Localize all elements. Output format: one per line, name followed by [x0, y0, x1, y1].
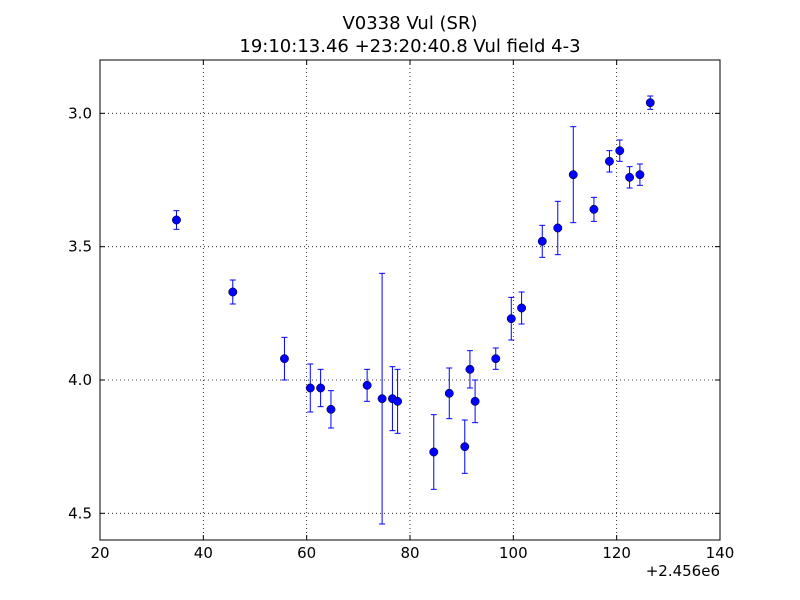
y-tick-label: 3.5	[68, 238, 92, 256]
data-point	[316, 383, 326, 393]
data-point	[635, 170, 645, 180]
x-tick-label: 100	[499, 544, 528, 562]
data-point	[362, 380, 372, 390]
x-tick-label: 60	[297, 544, 316, 562]
data-point	[589, 204, 599, 214]
data-layer	[172, 95, 655, 525]
y-tick-label: 4.5	[68, 504, 92, 522]
data-point	[465, 364, 475, 374]
data-point	[393, 396, 403, 406]
x-tick-label: 80	[400, 544, 419, 562]
data-point	[460, 442, 470, 452]
axis-layer: 20 40 60 80 100 120 140 3.0 3.5 4.0 4.5	[68, 60, 734, 562]
data-point	[444, 388, 454, 398]
data-point	[604, 156, 614, 166]
data-point	[491, 354, 501, 364]
data-point	[625, 172, 635, 182]
x-offset-label: +2.456e6	[646, 562, 720, 580]
data-point	[506, 314, 516, 324]
chart-subtitle: 19:10:13.46 +23:20:40.8 Vul field 4-3	[239, 36, 580, 57]
data-point	[305, 383, 315, 393]
data-point	[280, 354, 289, 364]
data-point	[537, 236, 547, 246]
data-point	[568, 170, 578, 180]
data-point	[172, 215, 181, 225]
data-point	[228, 287, 238, 297]
x-tick-label: 140	[706, 544, 735, 562]
x-tick-label: 120	[602, 544, 631, 562]
y-tick-label: 4.0	[68, 371, 92, 389]
chart-title: V0338 Vul (SR)	[342, 13, 477, 34]
grid-layer	[100, 60, 720, 540]
data-point	[470, 396, 480, 406]
data-point	[377, 394, 387, 404]
data-point	[553, 223, 563, 233]
data-point	[429, 447, 439, 457]
x-tick-label: 20	[90, 544, 109, 562]
y-tick-label: 3.0	[68, 104, 92, 122]
data-point	[326, 404, 336, 414]
data-point	[645, 98, 655, 108]
x-tick-label: 40	[194, 544, 213, 562]
data-point	[517, 303, 527, 313]
data-point	[615, 146, 625, 156]
